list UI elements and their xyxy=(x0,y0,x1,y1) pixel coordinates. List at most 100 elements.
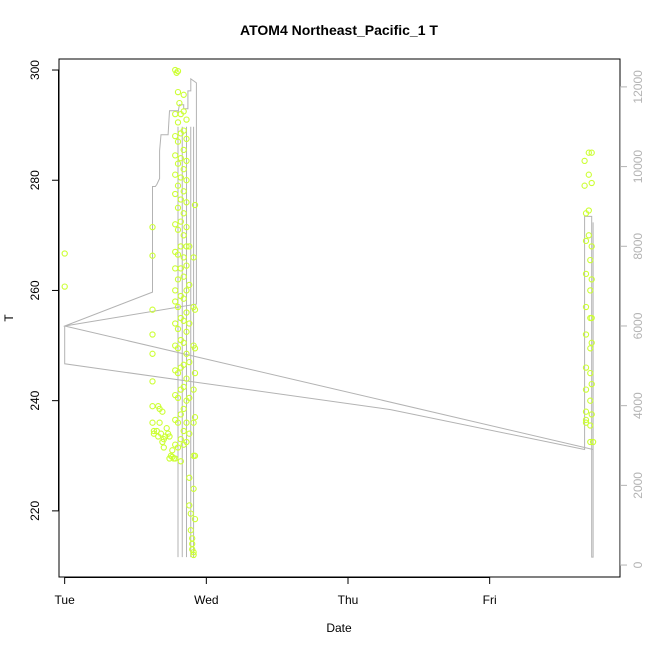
data-point xyxy=(174,394,182,402)
data-point xyxy=(183,223,190,231)
data-point xyxy=(166,433,173,440)
data-point xyxy=(174,419,182,426)
data-point xyxy=(180,91,187,98)
data-point xyxy=(587,397,594,404)
data-point xyxy=(163,425,170,432)
data-point xyxy=(180,127,187,134)
y2-tick-label: 2000 xyxy=(631,472,645,499)
plot-box xyxy=(58,58,621,578)
data-point xyxy=(183,328,190,335)
data-point xyxy=(183,350,190,357)
x-tick-label: Wed xyxy=(194,593,218,607)
y2-tick-label: 8000 xyxy=(631,233,645,260)
data-point xyxy=(157,430,165,437)
data-point xyxy=(190,419,197,426)
data-point xyxy=(173,69,180,76)
x-tick-label: Tue xyxy=(55,593,76,607)
data-point xyxy=(183,177,190,184)
data-point xyxy=(581,182,588,189)
point-layer xyxy=(61,66,597,559)
data-point xyxy=(177,411,184,418)
data-point xyxy=(180,210,187,217)
data-point xyxy=(180,405,187,413)
data-point xyxy=(190,551,197,559)
x-tick-label: Fri xyxy=(483,593,497,607)
data-point xyxy=(180,188,187,195)
data-point xyxy=(174,276,182,283)
y-axis: 220 240 260 280 300 xyxy=(28,60,59,521)
data-point xyxy=(183,438,190,446)
data-point xyxy=(183,135,190,143)
data-point xyxy=(582,364,590,371)
data-point xyxy=(186,320,193,327)
data-point xyxy=(150,427,158,435)
data-point xyxy=(177,196,184,203)
y-tick-label: 280 xyxy=(28,170,42,190)
data-point xyxy=(180,361,187,368)
data-point xyxy=(588,149,595,156)
data-point xyxy=(183,309,190,316)
data-point xyxy=(172,287,179,294)
data-point xyxy=(149,378,156,385)
data-point xyxy=(177,436,184,443)
data-point xyxy=(149,350,156,357)
data-point xyxy=(582,237,590,245)
data-point xyxy=(149,223,156,231)
data-point xyxy=(186,281,193,289)
data-point xyxy=(180,273,187,280)
data-point xyxy=(149,252,156,259)
x-axis-label: Date xyxy=(326,621,352,635)
data-point xyxy=(61,283,68,290)
data-point xyxy=(180,232,187,239)
data-point xyxy=(174,303,182,311)
data-point xyxy=(149,419,156,426)
y2-tick-label: 12000 xyxy=(631,70,645,104)
data-point xyxy=(587,345,594,352)
data-point xyxy=(588,314,595,322)
data-point xyxy=(186,474,193,481)
data-point xyxy=(582,408,590,415)
y-tick-label: 240 xyxy=(28,390,42,410)
data-point xyxy=(149,403,156,410)
line-layer xyxy=(63,77,594,558)
data-point xyxy=(176,99,183,107)
y2-tick-label: 6000 xyxy=(631,312,645,339)
x-axis: Tue Wed Thu Fri xyxy=(55,577,497,607)
y2-tick-label: 0 xyxy=(631,561,645,568)
data-point xyxy=(190,485,197,492)
data-point xyxy=(588,339,595,346)
data-point xyxy=(174,251,182,258)
data-point xyxy=(174,226,182,233)
data-point xyxy=(174,88,182,96)
data-point xyxy=(587,256,594,264)
data-point xyxy=(180,108,187,115)
data-point xyxy=(172,455,179,462)
data-point xyxy=(191,306,199,313)
data-point xyxy=(587,287,594,294)
chart-title: ATOM4 Northeast_Pacific_1 T xyxy=(240,22,438,38)
data-point xyxy=(177,218,184,225)
data-point xyxy=(585,149,592,156)
data-point xyxy=(191,452,199,459)
data-point xyxy=(172,110,179,118)
data-point xyxy=(587,369,594,377)
data-point xyxy=(587,422,594,429)
data-point xyxy=(172,132,179,140)
data-point xyxy=(183,199,190,206)
data-point xyxy=(589,438,597,446)
data-point xyxy=(149,306,156,313)
data-point xyxy=(588,411,595,418)
y2-tick-label: 4000 xyxy=(631,392,645,419)
data-point xyxy=(174,119,182,126)
data-point xyxy=(180,146,187,154)
data-point xyxy=(186,430,193,437)
data-point xyxy=(174,138,182,145)
data-point xyxy=(582,270,590,278)
data-point xyxy=(174,345,182,352)
data-point xyxy=(187,510,194,517)
data-point xyxy=(585,232,592,239)
data-point xyxy=(190,254,197,261)
data-point xyxy=(172,190,179,198)
data-point xyxy=(174,444,182,451)
data-point xyxy=(582,419,590,426)
